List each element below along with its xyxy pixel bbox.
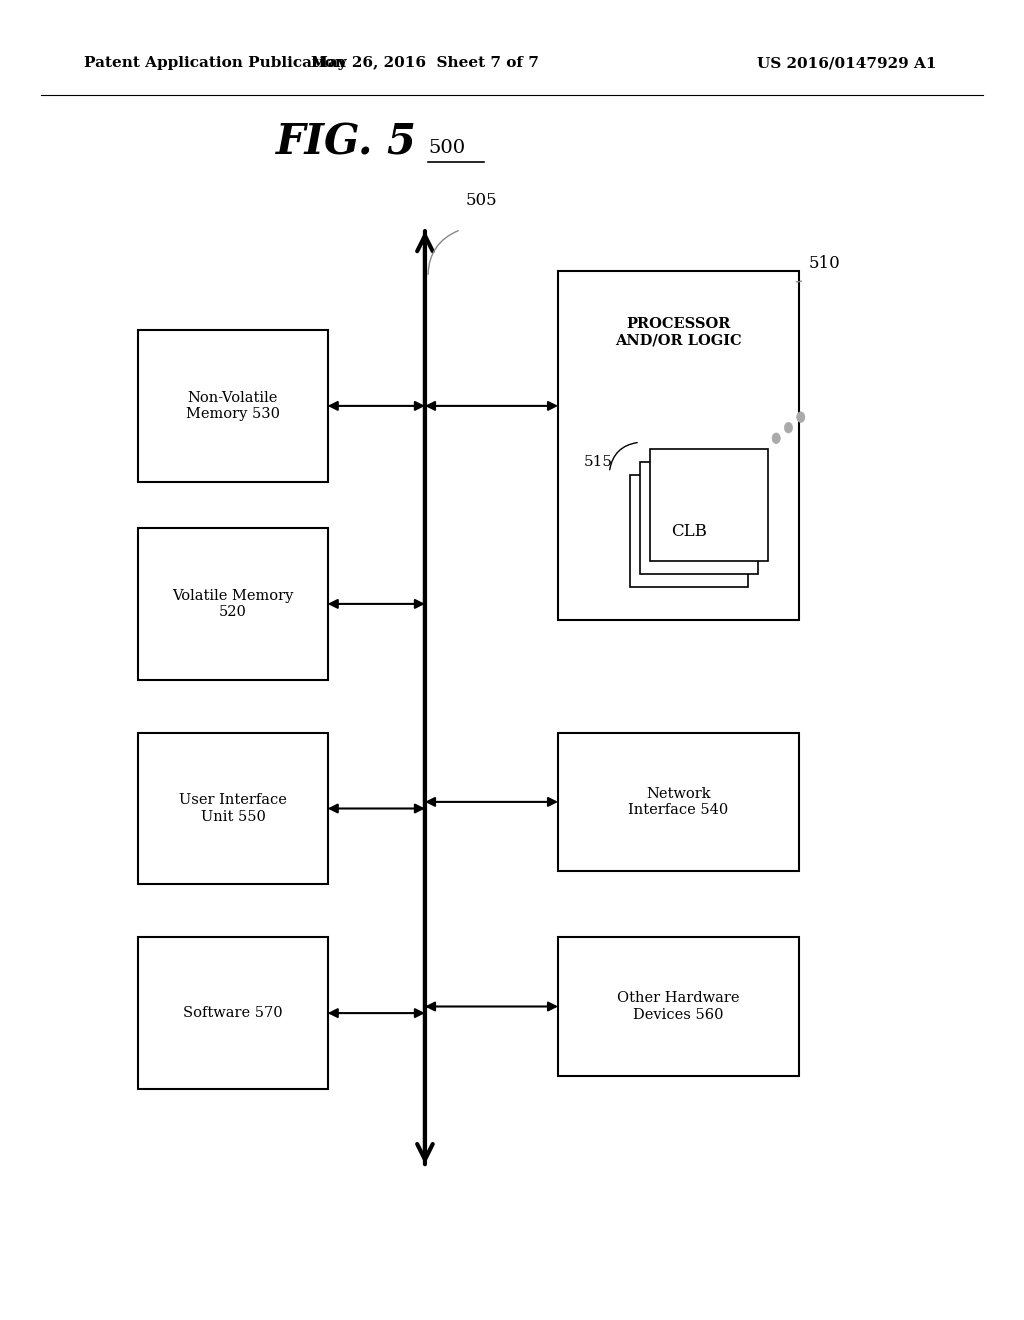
Circle shape [784, 422, 793, 433]
Text: 500: 500 [428, 139, 465, 157]
FancyBboxPatch shape [558, 733, 799, 871]
FancyBboxPatch shape [138, 528, 328, 680]
Text: Volatile Memory
520: Volatile Memory 520 [172, 589, 294, 619]
FancyBboxPatch shape [558, 271, 799, 620]
Text: Software 570: Software 570 [183, 1006, 283, 1020]
FancyBboxPatch shape [630, 475, 748, 587]
Text: Non-Volatile
Memory 530: Non-Volatile Memory 530 [186, 391, 280, 421]
FancyBboxPatch shape [138, 330, 328, 482]
FancyBboxPatch shape [650, 449, 768, 561]
Text: PROCESSOR
AND/OR LOGIC: PROCESSOR AND/OR LOGIC [615, 317, 741, 347]
Text: 510: 510 [809, 256, 841, 272]
Text: US 2016/0147929 A1: US 2016/0147929 A1 [758, 57, 937, 70]
FancyBboxPatch shape [640, 462, 758, 574]
Circle shape [797, 412, 805, 422]
Circle shape [772, 433, 780, 444]
Text: Other Hardware
Devices 560: Other Hardware Devices 560 [617, 991, 739, 1022]
Text: 515: 515 [584, 455, 612, 469]
FancyBboxPatch shape [138, 733, 328, 884]
FancyBboxPatch shape [138, 937, 328, 1089]
Text: May 26, 2016  Sheet 7 of 7: May 26, 2016 Sheet 7 of 7 [311, 57, 539, 70]
Text: User Interface
Unit 550: User Interface Unit 550 [179, 793, 287, 824]
FancyBboxPatch shape [558, 937, 799, 1076]
Text: FIG. 5: FIG. 5 [276, 121, 418, 164]
Text: CLB: CLB [671, 523, 707, 540]
Text: Network
Interface 540: Network Interface 540 [629, 787, 728, 817]
Text: 505: 505 [466, 193, 498, 209]
Text: Patent Application Publication: Patent Application Publication [84, 57, 346, 70]
